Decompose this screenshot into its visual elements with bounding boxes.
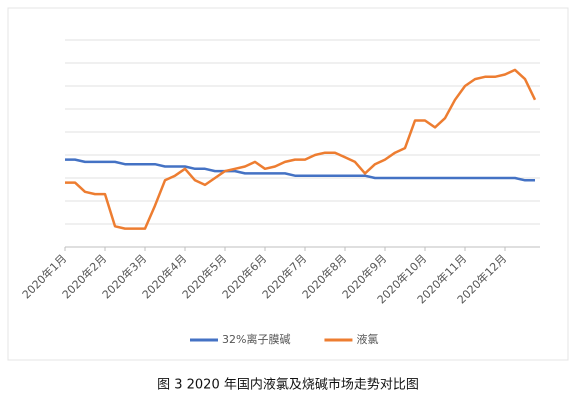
series-line	[65, 68, 537, 230]
legend-label: 32%离子膜碱	[222, 332, 290, 346]
series-line	[65, 158, 535, 182]
legend-label: 液氯	[356, 332, 378, 346]
caption: 图 3 2020 年国内液氯及烧碱市场走势对比图	[157, 377, 419, 393]
chart-frame	[7, 7, 569, 361]
